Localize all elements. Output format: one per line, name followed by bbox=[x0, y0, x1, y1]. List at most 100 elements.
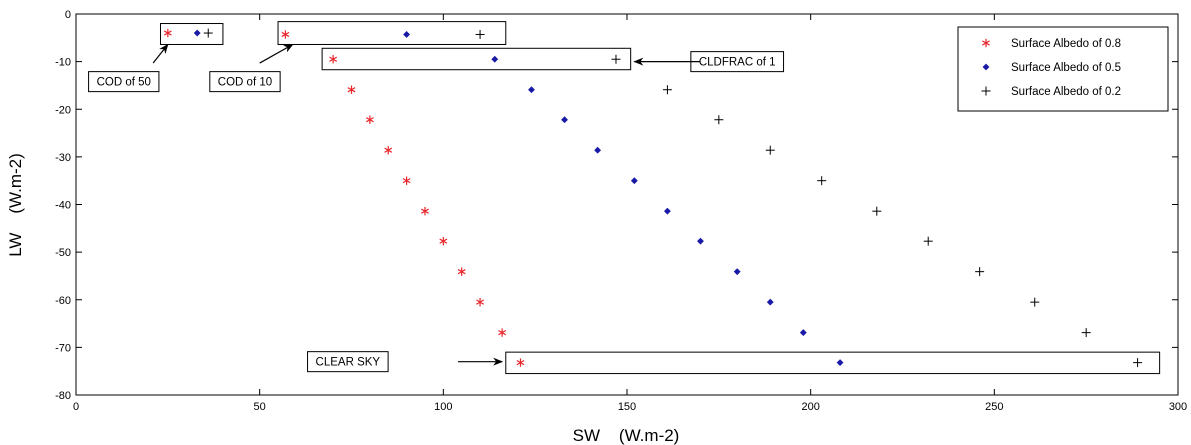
asterisk-stroke bbox=[384, 147, 393, 153]
x-tick-label: 250 bbox=[985, 401, 1003, 413]
asterisk-stroke bbox=[516, 359, 525, 366]
axes-layer: 0 50 100 150 200 250 300 0 -10 -20 -30 -40 -50 -60 -70… bbox=[55, 9, 1187, 413]
data-point bbox=[594, 146, 602, 154]
data-point bbox=[528, 86, 535, 94]
asterisk-stroke bbox=[281, 31, 290, 38]
data-point bbox=[765, 145, 775, 155]
legend-entry-label: Surface Albedo of 0.8 bbox=[1011, 38, 1121, 50]
diamond-shape bbox=[630, 177, 638, 185]
data-point bbox=[365, 115, 374, 124]
data-point bbox=[836, 359, 844, 367]
x-axis-title: SW (W.m-2) bbox=[573, 426, 680, 445]
annotation-label-box bbox=[88, 71, 160, 93]
asterisk-stroke bbox=[498, 329, 507, 336]
data-point bbox=[163, 28, 172, 38]
asterisk-stroke bbox=[163, 30, 172, 36]
legend-box bbox=[957, 26, 1169, 112]
annotation-label-box bbox=[307, 351, 389, 373]
diamond-shape bbox=[836, 359, 844, 367]
data-point bbox=[403, 31, 411, 38]
annotation-highlight-box bbox=[505, 351, 1161, 375]
x-tick-label: 0 bbox=[73, 401, 79, 413]
asterisk-stroke bbox=[421, 208, 429, 214]
data-point bbox=[697, 237, 704, 245]
diamond-shape bbox=[528, 86, 535, 94]
legend-marker bbox=[982, 38, 990, 48]
data-point bbox=[193, 29, 201, 37]
data-point bbox=[923, 236, 933, 246]
data-point bbox=[766, 298, 774, 306]
data-point bbox=[457, 267, 466, 276]
x-tick-label: 150 bbox=[618, 401, 636, 413]
data-point bbox=[439, 236, 448, 246]
diamond-shape bbox=[663, 207, 671, 215]
asterisk-stroke bbox=[982, 40, 990, 46]
data-point bbox=[384, 146, 393, 155]
x-tick-label: 100 bbox=[434, 401, 452, 413]
y-tick-label: -20 bbox=[55, 104, 71, 116]
data-point bbox=[475, 29, 485, 39]
x-tick-label: 300 bbox=[1169, 401, 1187, 413]
data-point bbox=[1081, 328, 1091, 338]
asterisk-stroke bbox=[347, 87, 356, 93]
data-point bbox=[1133, 358, 1143, 368]
annotation-label: CLDFRAC of 1 bbox=[699, 57, 776, 69]
data-point bbox=[662, 85, 672, 95]
annotation-label-box bbox=[209, 71, 281, 93]
asterisk-stroke bbox=[329, 56, 338, 62]
data-point bbox=[281, 30, 290, 39]
y-tick-label: 0 bbox=[65, 9, 71, 21]
diamond-shape bbox=[697, 237, 704, 245]
y-tick-label: -10 bbox=[55, 57, 71, 69]
data-point bbox=[1030, 297, 1040, 307]
legend-entry-label: Surface Albedo of 0.2 bbox=[1011, 86, 1121, 98]
data-point bbox=[975, 267, 985, 277]
diamond-shape bbox=[733, 268, 741, 276]
diamond-shape bbox=[799, 329, 807, 337]
asterisk-stroke bbox=[365, 117, 374, 123]
asterisk-stroke bbox=[457, 269, 466, 275]
data-point bbox=[733, 268, 741, 276]
data-point bbox=[799, 329, 807, 337]
data-point bbox=[347, 85, 356, 94]
annotation-highlight-box bbox=[277, 21, 507, 45]
data-point bbox=[329, 55, 338, 64]
y-tick-label: -30 bbox=[55, 152, 71, 164]
legend: Surface Albedo of 0.8 Surface Albedo of 0… bbox=[957, 26, 1169, 112]
data-point bbox=[402, 176, 411, 185]
x-tick-label: 50 bbox=[254, 401, 266, 413]
legend-marker bbox=[981, 86, 991, 96]
annotation-label: CLEAR SKY bbox=[316, 357, 381, 369]
data-point bbox=[476, 297, 485, 307]
asterisk-stroke bbox=[402, 178, 411, 184]
data-point bbox=[714, 115, 724, 125]
data-point bbox=[663, 207, 671, 215]
data-point bbox=[491, 55, 499, 63]
annotations-layer: COD of 50 COD of 10 CLDFRAC of 1 CLEAR SKY bbox=[88, 21, 1161, 375]
diamond-shape bbox=[403, 31, 411, 38]
data-point bbox=[561, 116, 568, 124]
diamond-shape bbox=[561, 116, 568, 124]
asterisk-stroke bbox=[439, 238, 448, 244]
data-point bbox=[516, 358, 525, 367]
data-point bbox=[498, 328, 507, 337]
asterisk-stroke bbox=[476, 299, 485, 305]
diamond-shape bbox=[491, 55, 499, 63]
data-point bbox=[611, 54, 621, 64]
diamond-shape bbox=[193, 29, 201, 37]
annotation-highlight-box bbox=[159, 23, 224, 45]
legend-marker bbox=[982, 63, 990, 71]
data-point bbox=[203, 28, 213, 38]
data-point bbox=[421, 206, 429, 216]
annotation-highlight-box bbox=[321, 47, 632, 71]
annotation-arrow bbox=[259, 43, 294, 64]
diamond-shape bbox=[766, 298, 774, 306]
y-tick-label: -50 bbox=[55, 247, 71, 259]
annotation-label: COD of 10 bbox=[218, 77, 272, 89]
data-point bbox=[817, 176, 827, 186]
data-point bbox=[872, 206, 882, 216]
annotation-arrow bbox=[152, 43, 169, 64]
y-tick-label: -60 bbox=[55, 295, 71, 307]
data-point bbox=[630, 177, 638, 185]
